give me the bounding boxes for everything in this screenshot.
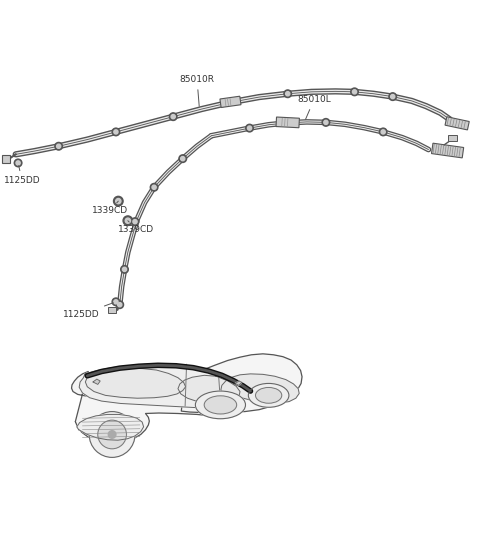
Circle shape xyxy=(114,130,118,134)
Circle shape xyxy=(55,142,62,150)
Text: 1125DD: 1125DD xyxy=(63,303,113,319)
Ellipse shape xyxy=(195,391,245,419)
Circle shape xyxy=(131,218,139,225)
Circle shape xyxy=(171,115,175,119)
Circle shape xyxy=(379,128,387,136)
Circle shape xyxy=(112,128,120,136)
Circle shape xyxy=(118,303,122,307)
Circle shape xyxy=(114,196,123,206)
Polygon shape xyxy=(79,364,242,409)
Circle shape xyxy=(248,126,252,130)
FancyBboxPatch shape xyxy=(108,306,116,313)
Circle shape xyxy=(57,144,61,148)
FancyBboxPatch shape xyxy=(445,117,469,130)
Circle shape xyxy=(98,420,126,449)
Polygon shape xyxy=(221,374,299,403)
Circle shape xyxy=(108,431,116,438)
Polygon shape xyxy=(178,375,240,403)
Circle shape xyxy=(179,155,187,163)
Text: 1339CD: 1339CD xyxy=(118,221,155,234)
FancyBboxPatch shape xyxy=(447,135,457,141)
Polygon shape xyxy=(93,379,100,384)
Circle shape xyxy=(169,113,177,120)
Ellipse shape xyxy=(204,396,237,414)
Circle shape xyxy=(125,218,131,223)
Circle shape xyxy=(150,183,158,191)
Circle shape xyxy=(322,118,330,126)
Circle shape xyxy=(389,93,396,100)
Polygon shape xyxy=(235,381,242,385)
Ellipse shape xyxy=(248,383,289,407)
Circle shape xyxy=(391,94,395,99)
FancyBboxPatch shape xyxy=(432,143,464,158)
Circle shape xyxy=(133,220,137,224)
Circle shape xyxy=(351,88,359,95)
Circle shape xyxy=(116,301,123,309)
FancyBboxPatch shape xyxy=(2,155,10,163)
Circle shape xyxy=(286,92,290,96)
Circle shape xyxy=(381,130,385,134)
Circle shape xyxy=(352,90,357,94)
Circle shape xyxy=(122,267,127,271)
Circle shape xyxy=(123,216,132,225)
Text: 1339CD: 1339CD xyxy=(92,201,128,215)
Text: 1125DD: 1125DD xyxy=(4,166,40,185)
Polygon shape xyxy=(77,415,144,440)
Circle shape xyxy=(284,90,291,98)
Circle shape xyxy=(180,157,185,161)
Circle shape xyxy=(152,185,156,189)
Circle shape xyxy=(114,300,118,304)
Polygon shape xyxy=(72,354,302,442)
Circle shape xyxy=(89,411,135,457)
FancyBboxPatch shape xyxy=(220,96,241,108)
Circle shape xyxy=(16,161,20,165)
Circle shape xyxy=(14,159,22,167)
Circle shape xyxy=(246,124,253,132)
Circle shape xyxy=(112,298,120,305)
Circle shape xyxy=(120,265,128,273)
Text: 85010L: 85010L xyxy=(297,95,331,119)
Circle shape xyxy=(116,198,121,204)
FancyBboxPatch shape xyxy=(276,117,300,128)
Polygon shape xyxy=(85,368,186,398)
Ellipse shape xyxy=(255,387,282,403)
Text: 85010R: 85010R xyxy=(180,75,215,106)
Circle shape xyxy=(324,120,328,125)
